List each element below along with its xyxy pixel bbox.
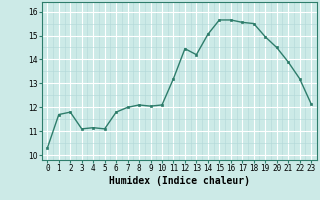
- X-axis label: Humidex (Indice chaleur): Humidex (Indice chaleur): [109, 176, 250, 186]
